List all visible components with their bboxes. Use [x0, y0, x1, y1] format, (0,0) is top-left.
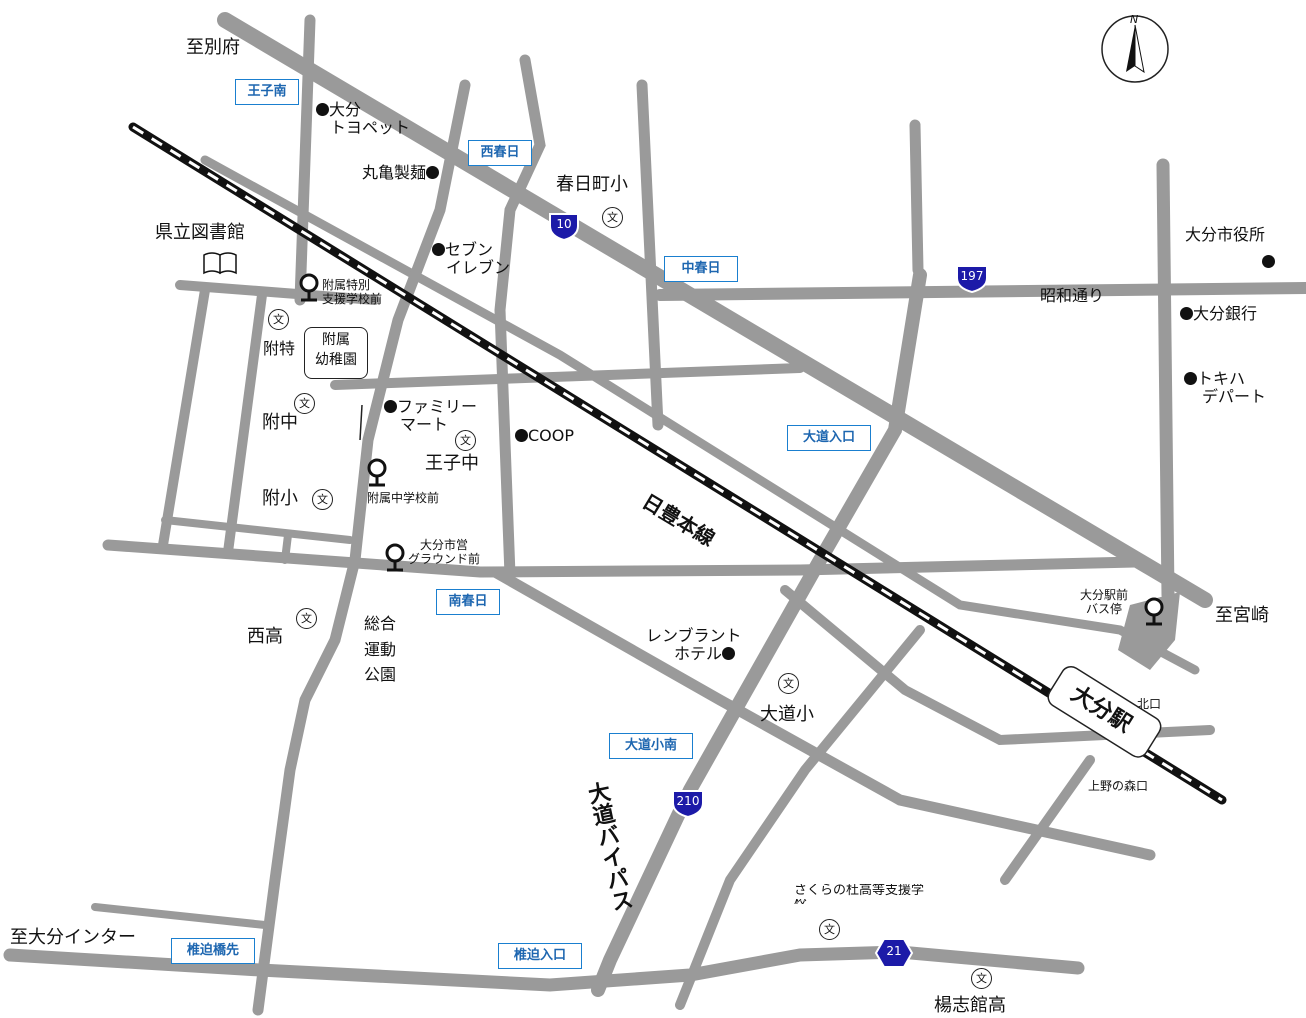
poi-dot [515, 429, 528, 442]
intersection-nakakasuga: 中春日 [664, 256, 738, 282]
bus-stop-icon [367, 458, 387, 487]
road-vertical-4 [909, 119, 924, 276]
route-210-shield [672, 790, 704, 819]
landmark-sakura: さくらの杜高等支援学 [794, 884, 925, 898]
school-icon: 文 [268, 309, 289, 330]
landmark-marukame: 丸亀製麺 [362, 163, 440, 182]
school-nishikou: 西高 [247, 626, 283, 647]
station-north-exit: 北口 [1137, 697, 1162, 711]
road-west-v2 [223, 290, 267, 557]
road-fuchu-street [330, 363, 805, 390]
school-fuchu: 附中 [262, 412, 298, 433]
school-icon: 文 [294, 393, 315, 414]
railway-line [128, 122, 1227, 805]
busstop-fuzokutoku: 附属特別 支援学校前 [322, 278, 383, 306]
landmark-sakura-cut: 校 [794, 899, 807, 904]
cityhall-dot [1262, 255, 1275, 268]
bus-stop-icon [1144, 597, 1164, 626]
route-21-shield [874, 938, 914, 968]
route-210-label: 210 [676, 794, 700, 808]
label-showa-dori: 昭和通り [1040, 286, 1105, 305]
book-icon [203, 252, 237, 275]
station-bus-plaza [1118, 592, 1180, 670]
road-showa [654, 282, 1306, 301]
school-icon: 文 [455, 430, 476, 451]
landmark-oita-bank: 大分銀行 [1180, 304, 1257, 323]
compass-icon [1101, 15, 1169, 83]
road-beppu-miyazaki [217, 12, 1213, 608]
poi-dot [384, 400, 397, 413]
school-youshikan: 楊志館高 [934, 995, 1006, 1016]
school-icon: 文 [296, 608, 317, 629]
road-west-top [175, 280, 380, 305]
intersection-shiisako-iriguchi: 椎迫入口 [498, 943, 582, 969]
landmark-sogo-park: 総合 運動 公園 [364, 614, 397, 685]
road-city-hall [1156, 158, 1175, 602]
road-ground [102, 539, 1141, 578]
school-icon: 文 [312, 489, 333, 510]
label-to-miyazaki: 至宮崎 [1215, 605, 1269, 626]
bus-stop-icon [385, 543, 405, 572]
school-ojichu: 王子中 [425, 453, 479, 474]
label-to-oita-ic: 至大分インター [10, 927, 136, 948]
poi-dot [722, 647, 736, 661]
route-10-shield [549, 213, 579, 242]
school-icon: 文 [971, 968, 992, 989]
road-west-mid [161, 516, 354, 544]
poi-dot [432, 243, 445, 256]
road-parallel-rail [200, 155, 1200, 675]
busstop-ground: 大分市営 グラウンド前 [408, 538, 481, 566]
route-10-label: 10 [556, 217, 572, 231]
poi-dot [1184, 372, 1197, 385]
school-icon: 文 [602, 207, 623, 228]
station-south-exit: 上野の森口 [1088, 779, 1149, 793]
landmark-tokiha: トキハ デパート [1184, 369, 1266, 407]
landmark-familymart: ファミリー マート [384, 397, 477, 435]
intersection-nishikasuga: 西春日 [468, 140, 532, 166]
landmark-rembrandt: レンブラント ホテル [646, 626, 742, 664]
route-21-label: 21 [886, 944, 902, 958]
landmark-toyopet: 大分 トヨペット [316, 100, 410, 138]
road-bypass [591, 268, 927, 997]
busstop-station: 大分駅前 バス停 [1080, 588, 1129, 616]
landmark-library: 県立図書館 [155, 222, 245, 243]
intersection-ojiminami: 王子南 [235, 79, 299, 105]
road-sakura [675, 625, 925, 1010]
poi-dot [1180, 307, 1193, 320]
compass-n: N [1130, 13, 1139, 26]
intersection-minamikasuga: 南春日 [436, 589, 500, 615]
station-building [1047, 666, 1162, 758]
landmark-cityhall: 大分市役所 [1185, 225, 1266, 244]
intersection-oomichi-shou-minami: 大道小南 [609, 733, 693, 759]
bus-stop-icon [299, 273, 319, 302]
road-nishikasuga [349, 79, 471, 566]
road-shiisako-side [91, 903, 269, 929]
school-icon: 文 [819, 919, 840, 940]
route-197-shield [956, 265, 988, 294]
school-oomichisho: 大道小 [760, 704, 814, 725]
road-west-south [252, 554, 361, 1016]
route-197-label: 197 [960, 269, 984, 283]
school-fusho: 附小 [262, 488, 298, 509]
road-minamikasuga-diag [489, 566, 1156, 861]
school-fuzoku-yochien: 附属 幼稚園 [304, 327, 368, 379]
poi-dot [316, 103, 329, 116]
road-ojiminami [294, 14, 316, 306]
school-kasugamachi: 春日町小 [556, 174, 628, 195]
road-ueno [1000, 755, 1095, 885]
label-to-beppu: 至別府 [186, 37, 240, 58]
school-icon: 文 [778, 673, 799, 694]
busstop-fuzokuchu: 附属中学校前 [367, 491, 440, 505]
school-fuzokutoku: 附特 [263, 339, 296, 358]
road-north-2 [494, 54, 546, 581]
landmark-coop: COOP [515, 426, 574, 445]
intersection-oomichi-iriguchi: 大道入口 [787, 425, 871, 451]
landmark-seven: セブン イレブン [432, 240, 510, 278]
poi-dot [426, 166, 440, 179]
intersection-shiisako-hashisaki: 椎迫橋先 [171, 938, 255, 964]
road-west-v1 [158, 285, 210, 550]
